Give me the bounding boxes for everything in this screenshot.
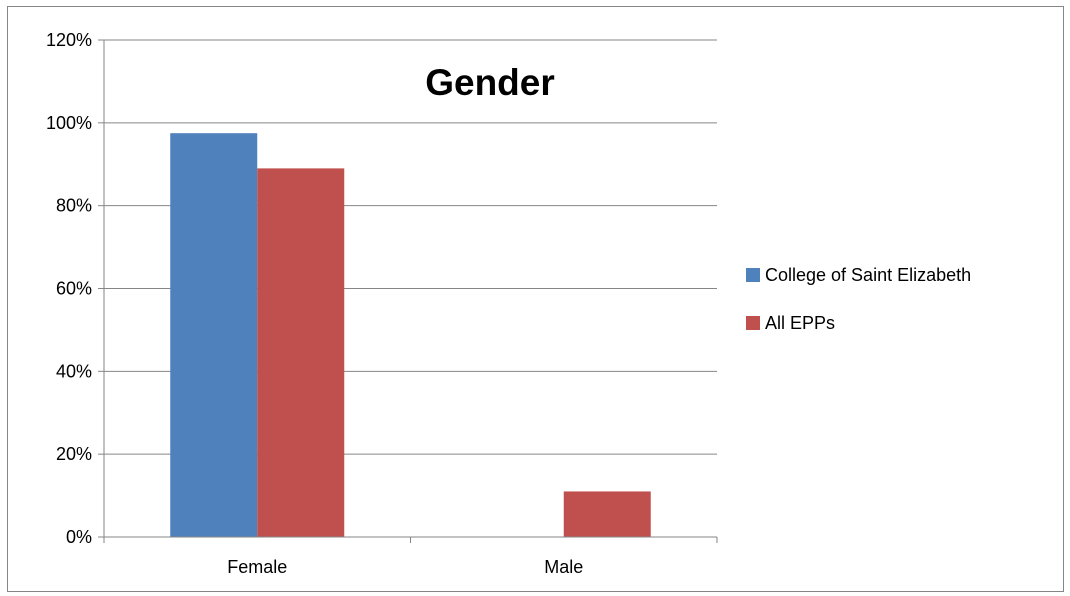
bars: [170, 133, 651, 537]
y-tick-label-80: 80%: [56, 196, 92, 216]
axes: [98, 39, 718, 543]
x-tick-label-female: Female: [227, 557, 287, 577]
chart-area: 0% 20% 40% 60% 80% 100% 120% Female Male Gender …: [7, 6, 1064, 592]
legend-swatch-all-epps: [746, 316, 760, 330]
bar-all-epps-male: [563, 491, 651, 537]
legend-label-all-epps: All EPPs: [765, 313, 835, 333]
y-tick-label-60: 60%: [56, 279, 92, 299]
y-tick-label-40: 40%: [56, 361, 92, 381]
y-tick-label-20: 20%: [56, 444, 92, 464]
legend-swatch-college-of-saint-elizabeth: [746, 268, 760, 282]
gender-bar-chart: 0%20%40%60%80%100%120%Female Male Gender …: [46, 30, 971, 577]
bar-college-of-saint-elizabeth-female: [170, 133, 258, 537]
x-tick-label-male: Male: [544, 557, 583, 577]
y-tick-label-0: 0%: [66, 527, 92, 547]
legend-label-college-of-saint-elizabeth: College of Saint Elizabeth: [765, 265, 971, 285]
y-tick-label-120: 120%: [46, 30, 92, 50]
legend: College of Saint Elizabeth All EPPs: [746, 265, 971, 333]
chart-title: Gender: [425, 62, 555, 103]
bar-all-epps-female: [257, 168, 345, 537]
y-tick-label-100: 100%: [46, 113, 92, 133]
tick-labels: 0% 20% 40% 60% 80% 100% 120% Female Male: [46, 30, 583, 577]
